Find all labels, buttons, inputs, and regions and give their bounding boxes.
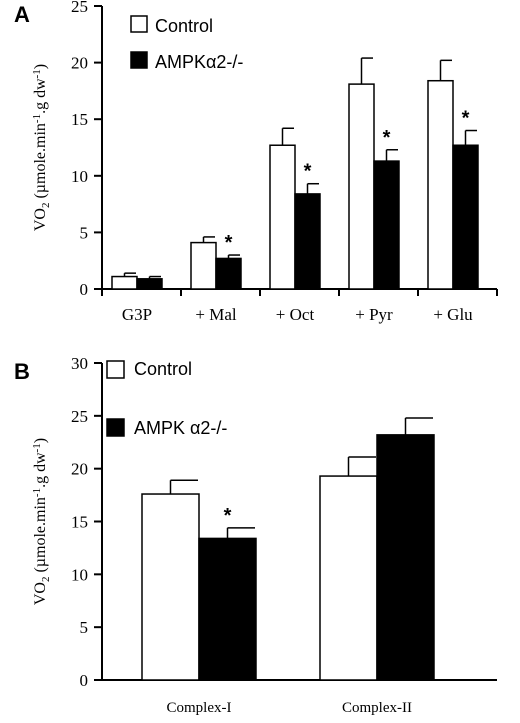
y-tick-label: 15 — [71, 513, 88, 532]
y-axis-label: VO2 (µmole.min-1.g dw-1) — [31, 64, 52, 231]
bar-control-0 — [111, 275, 138, 290]
bar-control-1 — [190, 241, 217, 290]
panel-b: B VO2 (µmole.min-1.g dw-1) 0 5 10 15 20 25 30 * Co… — [14, 354, 497, 716]
significance-marker: * — [224, 505, 232, 527]
bar-ko-4 — [452, 144, 479, 290]
bar-ko-1 — [376, 434, 435, 681]
legend-label-ko: AMPKα2-/- — [155, 52, 243, 72]
y-tick-label: 5 — [80, 223, 89, 242]
y-tick-label: 20 — [71, 460, 88, 479]
y-tick-label: 5 — [80, 618, 89, 637]
significance-marker: * — [383, 127, 391, 149]
significance-marker: * — [225, 232, 233, 254]
y-tick-label: 10 — [71, 565, 88, 584]
legend-swatch-control — [130, 15, 148, 33]
bar-control-3 — [348, 83, 375, 290]
legend-label-control: Control — [155, 16, 213, 36]
bar-ko-1 — [215, 257, 242, 290]
x-tick-label: + Pyr — [355, 305, 393, 324]
bar-control-0 — [141, 493, 200, 681]
y-axis-label: VO2 (µmole.min-1.g dw-1) — [31, 438, 52, 605]
x-tick-label: G3P — [122, 305, 152, 324]
significance-marker: * — [462, 108, 470, 130]
y-tick-label: 25 — [71, 0, 88, 16]
bar-control-2 — [269, 144, 296, 290]
bar-control-4 — [427, 79, 454, 290]
panel-label-b: B — [14, 359, 30, 384]
x-tick-label: + Mal — [195, 305, 236, 324]
x-tick-label: + Glu — [433, 305, 473, 324]
x-tick-label: Complex-II — [342, 700, 412, 716]
x-tick-label: Complex-I — [167, 700, 232, 716]
bar-ko-2 — [294, 193, 321, 290]
significance-marker: * — [304, 161, 312, 183]
bar-ko-0 — [136, 278, 163, 290]
x-tick-label: + Oct — [276, 305, 315, 324]
legend-swatch-ko — [130, 51, 148, 69]
legend-swatch-ko — [106, 418, 125, 437]
legend-label-control: Control — [134, 359, 192, 379]
bar-ko-0 — [198, 537, 257, 681]
legend-label-ko: AMPK α2-/- — [134, 418, 227, 438]
y-tick-label: 10 — [71, 167, 88, 186]
panel-label-a: A — [14, 2, 30, 27]
y-tick-label: 30 — [71, 354, 88, 373]
bar-ko-3 — [373, 160, 400, 290]
y-tick-label: 25 — [71, 407, 88, 426]
legend-swatch-control — [106, 360, 125, 379]
panel-a: A VO2 (µmole.min-1.g dw-1) 0 5 10 15 20 25 G3P * +… — [14, 0, 498, 324]
y-tick-label: 0 — [80, 671, 89, 690]
y-tick-label: 0 — [80, 280, 89, 299]
bar-control-1 — [319, 475, 378, 681]
y-tick-label: 20 — [71, 54, 88, 73]
y-tick-label: 15 — [71, 110, 88, 129]
